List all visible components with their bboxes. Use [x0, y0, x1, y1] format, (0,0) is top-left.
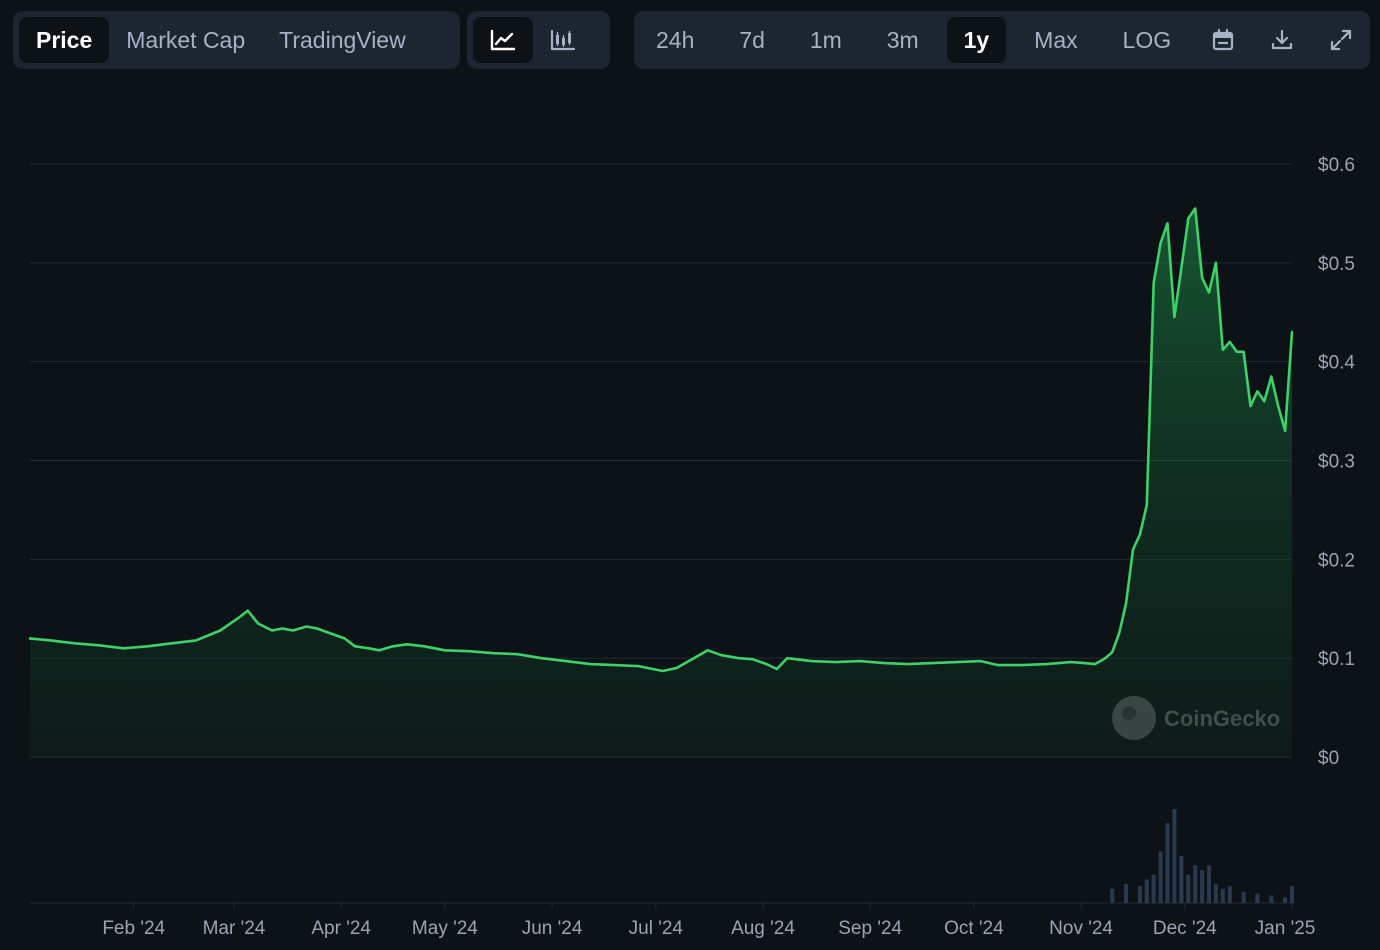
y-tick-label: $0.6 [1318, 155, 1355, 176]
x-tick-label: Dec '24 [1153, 918, 1217, 939]
y-tick-label: $0.5 [1318, 254, 1355, 275]
range-7d-button[interactable]: 7d [739, 26, 765, 53]
line-chart-icon [490, 29, 516, 51]
x-tick-label: Jun '24 [522, 918, 583, 939]
volume-bar [1186, 874, 1191, 903]
x-tick-label: Oct '24 [944, 918, 1004, 939]
chart-gridlines [30, 163, 1292, 904]
y-axis: $0 $0.1 $0.2 $0.3 $0.4 $0.5 $0.6 [1318, 155, 1355, 769]
y-tick-label: $0.1 [1318, 649, 1355, 670]
y-tick-label: $0.4 [1318, 353, 1355, 374]
volume-bar [1213, 884, 1218, 903]
volume-bar [1220, 888, 1225, 903]
data-type-tabs: Price Market Cap TradingView [13, 11, 460, 69]
x-tick-label: Mar '24 [203, 918, 266, 939]
x-tick-label: Jan '25 [1255, 918, 1316, 939]
volume-bar [1269, 895, 1274, 903]
tab-price[interactable]: Price [19, 17, 110, 63]
chart-style-toggle [467, 11, 610, 69]
volume-bar [1241, 891, 1246, 903]
volume-bar [1110, 888, 1115, 903]
x-tick-label: Feb '24 [102, 918, 165, 939]
time-range-selector: 24h 7d 1m 3m 1y Max LOG [634, 11, 1370, 69]
volume-bar [1137, 886, 1142, 903]
candlestick-chart-icon [550, 29, 576, 51]
range-24h-button[interactable]: 24h [656, 26, 695, 53]
volume-bar [1172, 809, 1177, 903]
x-tick-label: May '24 [412, 918, 478, 939]
volume-bars [1110, 809, 1294, 903]
download-icon [1271, 29, 1293, 50]
range-1y-button[interactable]: 1y [946, 17, 1007, 63]
x-tick-label: Nov '24 [1049, 918, 1113, 939]
volume-bar [1255, 893, 1260, 903]
volume-bar [1290, 886, 1294, 903]
price-series-line [28, 207, 1294, 673]
volume-bar [1207, 865, 1211, 903]
price-area-fill [30, 208, 1292, 757]
fullscreen-button[interactable] [1317, 17, 1365, 63]
fullscreen-icon [1330, 29, 1352, 51]
volume-bar [1124, 884, 1128, 903]
coingecko-logo-icon [1112, 696, 1156, 740]
y-tick-label: $0 [1318, 748, 1339, 769]
calendar-icon [1212, 28, 1234, 51]
line-chart-button[interactable] [473, 17, 533, 63]
watermark-text: CoinGecko [1164, 706, 1280, 731]
x-tick-label: Jul '24 [629, 918, 684, 939]
download-button[interactable] [1258, 17, 1306, 63]
volume-bar [1144, 879, 1149, 903]
coingecko-logo-eye [1122, 706, 1136, 720]
volume-bar [1158, 851, 1163, 903]
x-tick-label: Aug '24 [731, 918, 795, 939]
volume-bar [1193, 865, 1198, 903]
y-tick-label: $0.2 [1318, 550, 1355, 571]
volume-bar [1283, 897, 1288, 903]
price-area [30, 208, 1292, 757]
x-tick-label: Apr '24 [311, 918, 371, 939]
tab-tradingview[interactable]: TradingView [279, 26, 406, 53]
y-tick-label: $0.3 [1318, 452, 1355, 473]
x-axis: Feb '24 Mar '24 Apr '24 May '24 Jun '24 Jul '… [102, 903, 1315, 939]
volume-bar [1200, 870, 1205, 903]
x-tick-label: Sep '24 [838, 918, 902, 939]
coingecko-watermark: CoinGecko [1112, 696, 1280, 740]
tab-market-cap[interactable]: Market Cap [126, 26, 246, 53]
log-scale-button[interactable]: LOG [1122, 26, 1172, 53]
calendar-button[interactable] [1199, 17, 1247, 63]
range-3m-button[interactable]: 3m [886, 26, 919, 53]
volume-bar [1179, 856, 1184, 903]
range-1m-button[interactable]: 1m [809, 26, 842, 53]
volume-bar [1151, 874, 1156, 903]
candlestick-chart-button[interactable] [533, 17, 593, 63]
volume-bar [1227, 886, 1232, 903]
price-line [28, 207, 1294, 673]
range-max-button[interactable]: Max [1034, 26, 1078, 53]
volume-bar [1165, 823, 1170, 903]
